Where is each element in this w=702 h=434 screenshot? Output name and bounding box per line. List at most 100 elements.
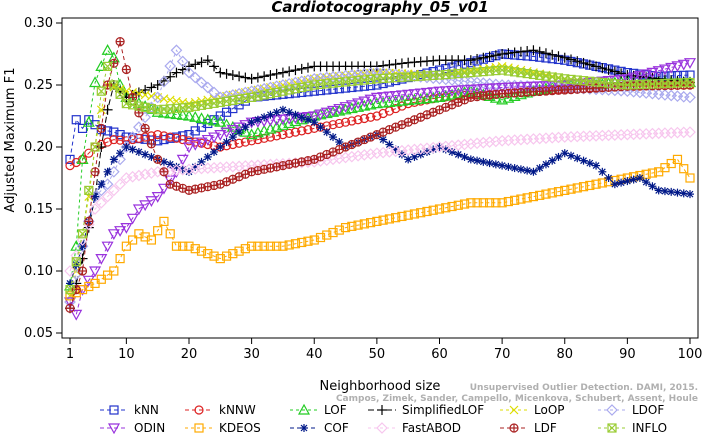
data-point-ldf [140,123,150,133]
data-point-simplifiedlof [490,50,501,61]
data-point-odin [314,109,327,121]
data-point-ldf [96,123,106,133]
data-point-knn [378,78,388,89]
data-point-odin [389,90,402,102]
data-point-odin [220,127,233,139]
data-point-odin [483,83,496,95]
data-point-fastabod [446,139,458,152]
data-point-simplifiedlof [534,46,545,57]
data-point-kdeos [171,241,182,251]
legend-marker-kdeos [194,423,204,433]
data-point-ldof [289,76,302,89]
data-point-kdeos [221,251,232,261]
data-point-kdeos [265,241,276,251]
legend-item-ldof: LDOF [598,403,664,417]
series-inflo [65,61,695,295]
data-point-ldf [366,132,376,142]
data-point-knnw [159,131,169,141]
data-point-cof [560,149,569,158]
x-tick-label: 60 [431,347,448,362]
data-point-fastabod [477,136,490,149]
data-point-odin [63,297,77,309]
data-point-lof [420,92,433,104]
data-point-ldf [84,216,94,226]
data-point-ldof [183,66,195,79]
data-point-kdeos [535,190,545,200]
data-point-odin [477,83,490,95]
data-point-kdeos [503,196,513,207]
data-point-fastabod [145,167,158,179]
data-point-odin [527,81,540,93]
data-point-fastabod [320,154,333,166]
data-point-lof [76,153,89,164]
data-point-kdeos [65,291,75,301]
data-point-simplifiedlof [591,61,602,72]
data-point-ldof [208,86,220,99]
data-point-ldof [339,69,352,82]
data-point-knn [372,80,382,90]
data-point-inflo [685,77,695,88]
data-point-odin [345,100,358,112]
data-point-cof [573,154,582,163]
data-point-odin [132,204,145,216]
data-point-odin [521,81,534,93]
data-point-kdeos [309,235,319,245]
legend-label-knn: kNN [134,403,159,417]
data-point-simplifiedlof [559,52,570,63]
data-point-kdeos [572,183,582,193]
data-point-fastabod [95,196,108,209]
data-point-kdeos [522,193,532,203]
legend: kNN kNNW LOF SimplifiedLOF LoOP LDOF ODIN KDEOS… [100,403,667,434]
data-point-knnw [247,136,257,146]
data-point-simplifiedlof [246,73,257,84]
data-point-fastabod [120,172,133,184]
data-point-cof [222,138,231,147]
data-point-odin [420,87,433,99]
data-point-knnw [171,133,182,143]
data-point-cof [529,167,538,176]
data-point-odin [402,89,415,101]
data-point-cof [460,152,469,161]
data-point-cof [491,160,500,169]
data-point-simplifiedlof [215,67,226,78]
data-point-knn [77,123,88,134]
data-point-cof [247,118,256,127]
series-fastabod [64,126,696,277]
data-point-odin [627,72,640,84]
data-point-kdeos [84,281,94,292]
data-point-ldf [121,64,131,75]
data-point-knnw [165,132,175,142]
series-line-loop [69,65,690,296]
data-point-cof [260,113,269,122]
data-point-knn [159,134,169,145]
data-point-lof [89,76,102,88]
data-point-kdeos [184,241,194,251]
legend-marker-ldf [509,423,519,433]
legend-marker-knnw [194,405,204,415]
data-point-knn [309,86,319,96]
data-point-simplifiedlof [497,49,508,59]
data-point-odin [452,85,465,97]
data-point-knnw [284,128,294,138]
data-point-ldof [114,153,126,166]
data-point-ldof [176,55,189,68]
plot-area: 1 10 20 30 40 50 60 70 80 90 100 0.05 0.10 0.15 0.20 0.… [24,16,702,362]
data-point-inflo [115,89,125,99]
data-point-cof [379,135,388,144]
data-point-odin [665,62,678,74]
data-point-odin [414,88,427,100]
data-point-cof [116,149,125,158]
data-point-knn [315,85,326,96]
data-point-cof [473,156,482,165]
data-point-simplifiedlof [390,59,401,70]
data-point-ldof [120,141,133,153]
data-point-cof [485,159,494,168]
series-odin [63,58,697,321]
data-point-ldf [90,167,100,177]
data-point-cof [548,156,557,165]
legend-item-knn: kNN [100,403,159,417]
data-point-ldof [195,76,208,89]
data-point-odin [176,154,189,166]
data-point-lof [402,94,415,106]
data-point-cof [134,147,143,156]
